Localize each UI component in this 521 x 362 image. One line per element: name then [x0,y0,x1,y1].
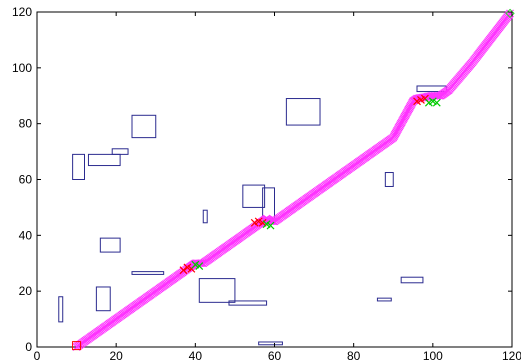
obstacle-rect [87,153,121,167]
obstacle-rect [95,286,111,312]
endpoints [72,8,515,351]
obstacles [58,85,448,346]
obstacle-rect [131,271,165,275]
obstacle-rect [198,278,236,303]
x-tick-label: 100 [423,349,443,362]
axes-box [36,11,513,348]
y-tick-label: 60 [19,173,33,187]
series-marker [269,217,278,226]
x-tick-label: 60 [268,349,282,362]
y-tick-label: 120 [12,5,32,19]
y-tick-label: 0 [25,340,32,354]
x-tick-label: 80 [347,349,361,362]
axes [36,11,513,348]
obstacle-rect [228,300,268,306]
y-axis-ticks: 0 20 40 60 80 100 120 [12,5,512,354]
series-marker [266,221,275,230]
goal-marker [505,8,515,19]
obstacle-rect [384,172,394,187]
obstacle-rect [400,276,424,284]
obstacle-rect [72,153,85,180]
x-axis-ticks: 0 20 40 60 80 100 120 [34,12,521,362]
series-marker [179,266,188,275]
obstacle-rect [258,341,283,346]
x-tick-label: 40 [189,349,203,362]
obstacle-rect [242,184,266,208]
x-tick-label: 120 [502,349,521,362]
path-series [72,9,514,351]
y-tick-label: 80 [19,117,33,131]
series-marker [195,262,204,270]
x-tick-label: 20 [109,349,123,362]
y-tick-label: 20 [19,284,33,298]
start-marker [72,341,82,351]
obstacle-rect [99,237,121,253]
obstacle-rect [285,98,321,126]
obstacle-rect [131,114,157,139]
obstacle-rect [202,209,208,224]
y-tick-label: 100 [12,61,32,75]
obstacle-rect [58,296,64,323]
y-tick-label: 40 [19,228,33,242]
obstacle-rect [111,148,129,155]
series-marker [432,98,441,107]
obstacle-rect [376,297,392,302]
x-tick-label: 0 [34,349,41,362]
